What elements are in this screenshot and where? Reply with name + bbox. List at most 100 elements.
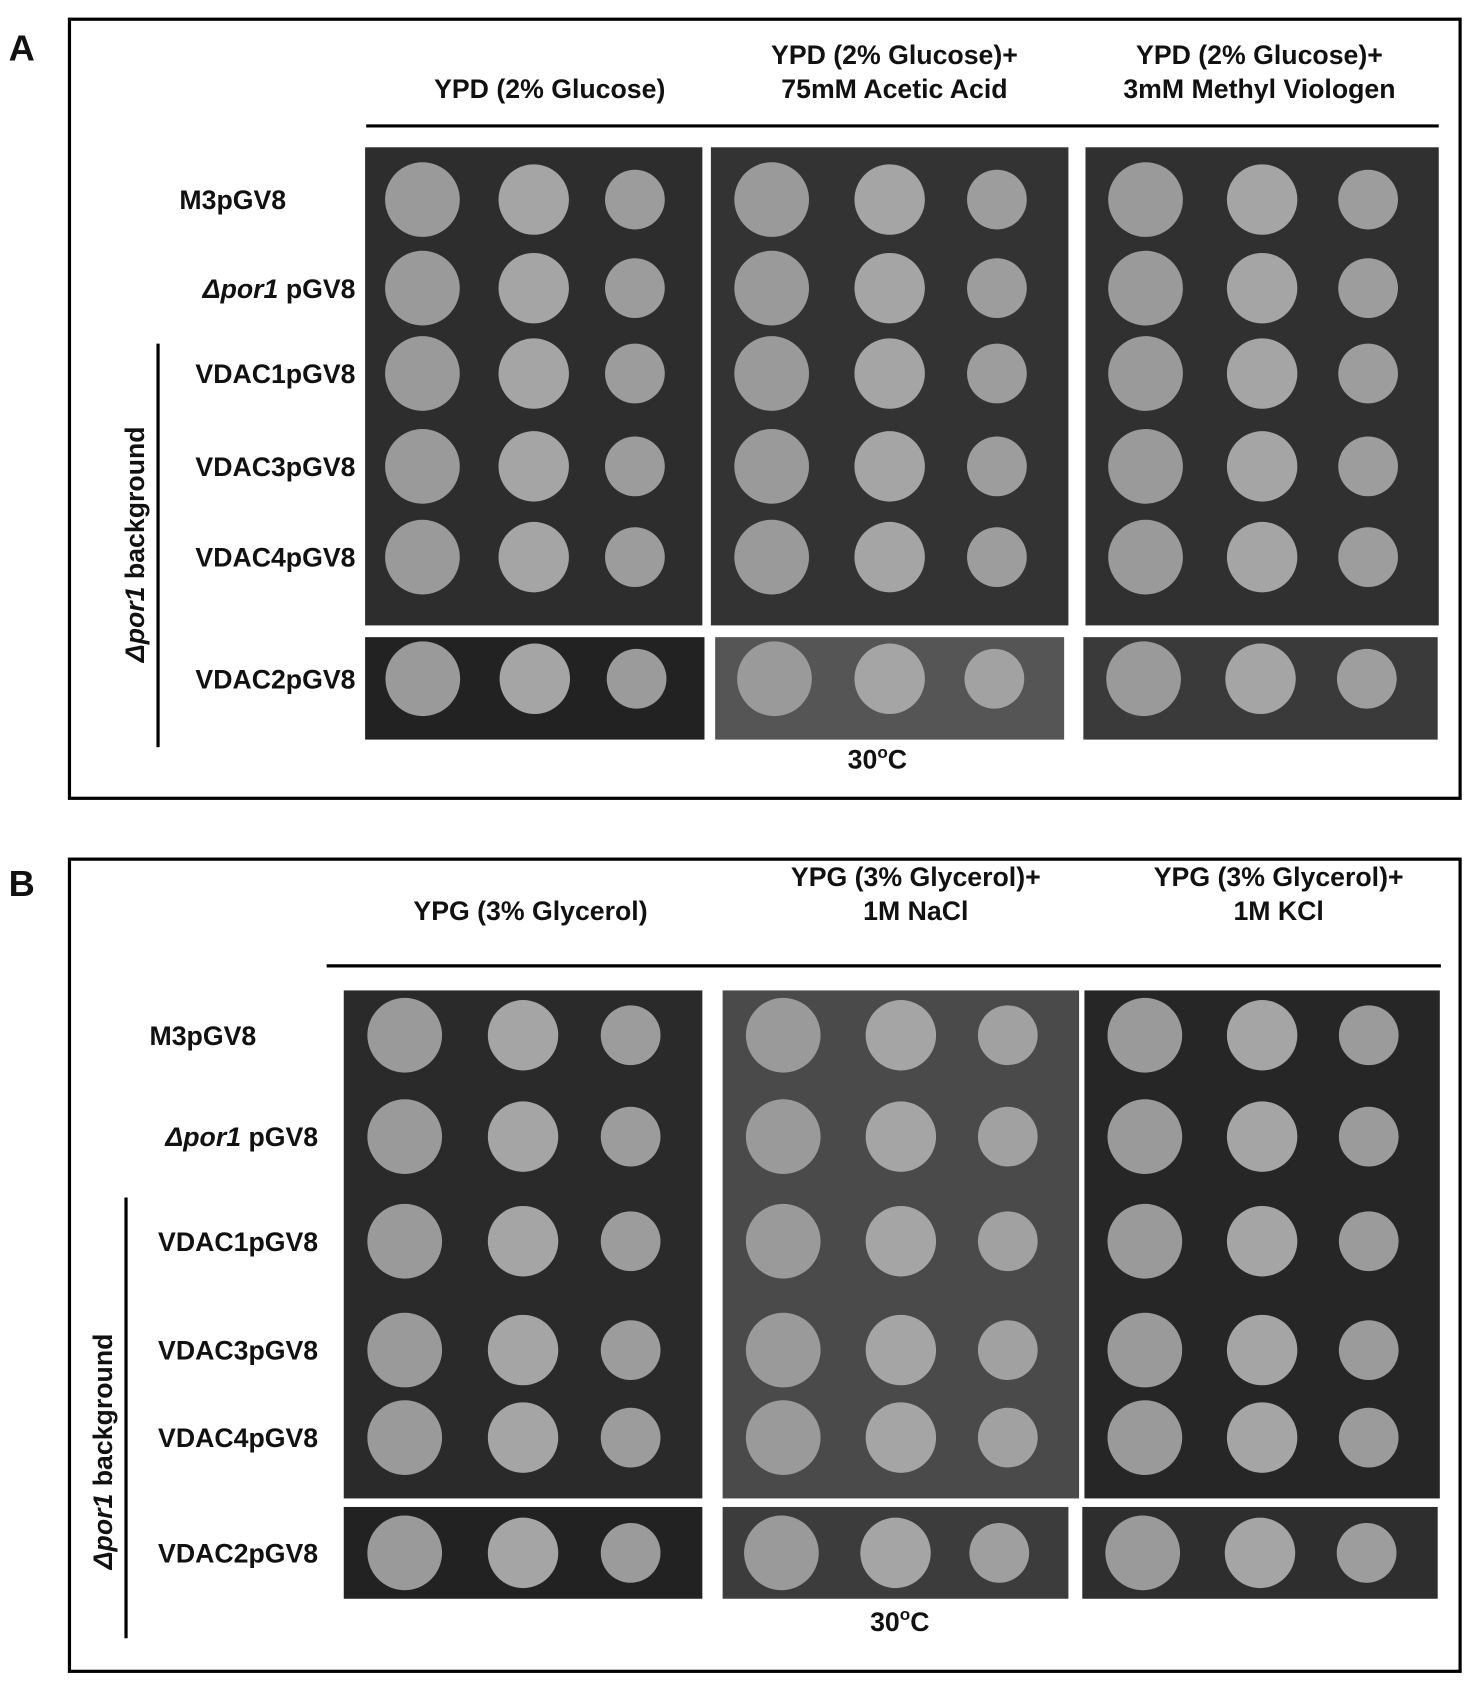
- column-header: 75mM Acetic Acid: [781, 74, 1007, 104]
- column-header: 1M NaCl: [863, 896, 968, 926]
- yeast-spot: [1226, 1402, 1298, 1473]
- yeast-spot: [498, 338, 569, 409]
- yeast-spot: [977, 1005, 1038, 1066]
- group-label: Δpor1 background: [88, 1334, 118, 1571]
- yeast-spot: [1108, 519, 1183, 595]
- column-header: YPG (3% Glycerol)+: [791, 862, 1041, 892]
- yeast-spot: [367, 1099, 443, 1174]
- row-label: M3pGV8: [150, 1021, 257, 1051]
- yeast-spot: [1108, 250, 1183, 326]
- yeast-spot: [605, 343, 665, 404]
- yeast-spot: [600, 1320, 661, 1380]
- yeast-spot: [860, 1517, 931, 1589]
- yeast-spot: [600, 1407, 661, 1468]
- yeast-spot: [1338, 169, 1398, 230]
- yeast-spot: [1226, 338, 1298, 409]
- row-label: VDAC2pGV8: [195, 664, 355, 694]
- yeast-spot: [1226, 431, 1298, 502]
- yeast-spot: [977, 1320, 1038, 1380]
- yeast-spot: [734, 519, 810, 595]
- yeast-spot: [969, 1522, 1030, 1583]
- yeast-spot: [385, 162, 460, 237]
- yeast-spot: [1107, 1312, 1183, 1388]
- yeast-spot: [1108, 429, 1183, 504]
- column-header: 1M KCl: [1233, 896, 1323, 926]
- yeast-spot: [967, 527, 1027, 587]
- temp-unit: C: [910, 1607, 929, 1637]
- yeast-spot: [745, 1099, 821, 1174]
- yeast-spot: [487, 1517, 559, 1589]
- row-label: Δpor1 pGV8: [164, 1122, 318, 1152]
- temperature: 30oC: [870, 1605, 929, 1637]
- yeast-spot: [734, 250, 810, 326]
- yeast-spot: [734, 336, 810, 411]
- yeast-spot: [744, 1515, 819, 1591]
- yeast-spot: [600, 1005, 661, 1066]
- yeast-spot: [605, 436, 665, 497]
- row-label: VDAC3pGV8: [195, 452, 355, 482]
- yeast-spot: [1338, 1320, 1399, 1380]
- yeast-spot: [600, 1522, 661, 1583]
- yeast-spot: [367, 1312, 443, 1388]
- yeast-spot: [1338, 436, 1398, 497]
- yeast-spot: [498, 252, 569, 324]
- yeast-spot: [967, 343, 1027, 404]
- text-part: background: [120, 426, 150, 586]
- yeast-spot: [385, 250, 460, 326]
- temp-value: 30: [870, 1607, 900, 1637]
- yeast-spot: [865, 1000, 937, 1071]
- yeast-spot: [967, 258, 1027, 319]
- yeast-spot: [499, 643, 571, 714]
- yeast-spot: [1338, 1407, 1399, 1468]
- row-label: VDAC4pGV8: [195, 543, 355, 573]
- column-header: YPD (2% Glucose): [434, 74, 665, 104]
- temperature: 30oC: [848, 743, 907, 775]
- yeast-spot: [385, 429, 460, 504]
- row-label: Δpor1 pGV8: [202, 274, 356, 304]
- yeast-spot: [1105, 1515, 1181, 1591]
- italic-part: Δpor1: [202, 274, 279, 304]
- yeast-spot: [385, 519, 460, 595]
- yeast-spot: [1226, 164, 1298, 235]
- yeast-spot: [600, 1211, 661, 1272]
- yeast-spot: [745, 1400, 821, 1475]
- yeast-spot: [1107, 1099, 1183, 1174]
- yeast-spot: [498, 521, 569, 593]
- yeast-spot: [1224, 1517, 1296, 1589]
- yeast-spot: [854, 521, 925, 593]
- yeast-spot: [977, 1407, 1038, 1468]
- panel-border: [67, 857, 1462, 1673]
- yeast-spot: [605, 527, 665, 587]
- yeast-spot: [367, 1203, 443, 1279]
- yeast-spot: [498, 164, 569, 235]
- yeast-spot: [1226, 1101, 1298, 1172]
- yeast-spot: [367, 1400, 443, 1475]
- yeast-spot: [367, 1515, 443, 1591]
- yeast-spot: [1226, 1000, 1298, 1071]
- yeast-spot: [1106, 641, 1181, 717]
- italic-part: Δpor1: [88, 1494, 118, 1571]
- yeast-spot: [600, 1106, 661, 1167]
- temp-value: 30: [848, 744, 878, 774]
- yeast-spot: [967, 436, 1027, 497]
- yeast-spot: [964, 648, 1025, 709]
- yeast-spot: [854, 164, 925, 235]
- row-label: VDAC2pGV8: [158, 1538, 318, 1568]
- yeast-spot: [1338, 258, 1398, 319]
- yeast-spot: [1338, 1106, 1399, 1167]
- yeast-spot: [1107, 997, 1183, 1073]
- yeast-spot: [1226, 252, 1298, 324]
- yeast-spot: [854, 338, 925, 409]
- row-label: M3pGV8: [179, 185, 286, 215]
- yeast-spot: [734, 162, 810, 237]
- yeast-spot: [854, 643, 925, 714]
- column-header: YPG (3% Glycerol): [413, 896, 647, 926]
- text-part: pGV8: [241, 1122, 318, 1152]
- yeast-spot: [385, 336, 460, 411]
- yeast-spot: [1108, 162, 1183, 237]
- yeast-spot: [487, 1314, 559, 1386]
- yeast-spot: [865, 1101, 937, 1172]
- yeast-spot: [1338, 343, 1398, 404]
